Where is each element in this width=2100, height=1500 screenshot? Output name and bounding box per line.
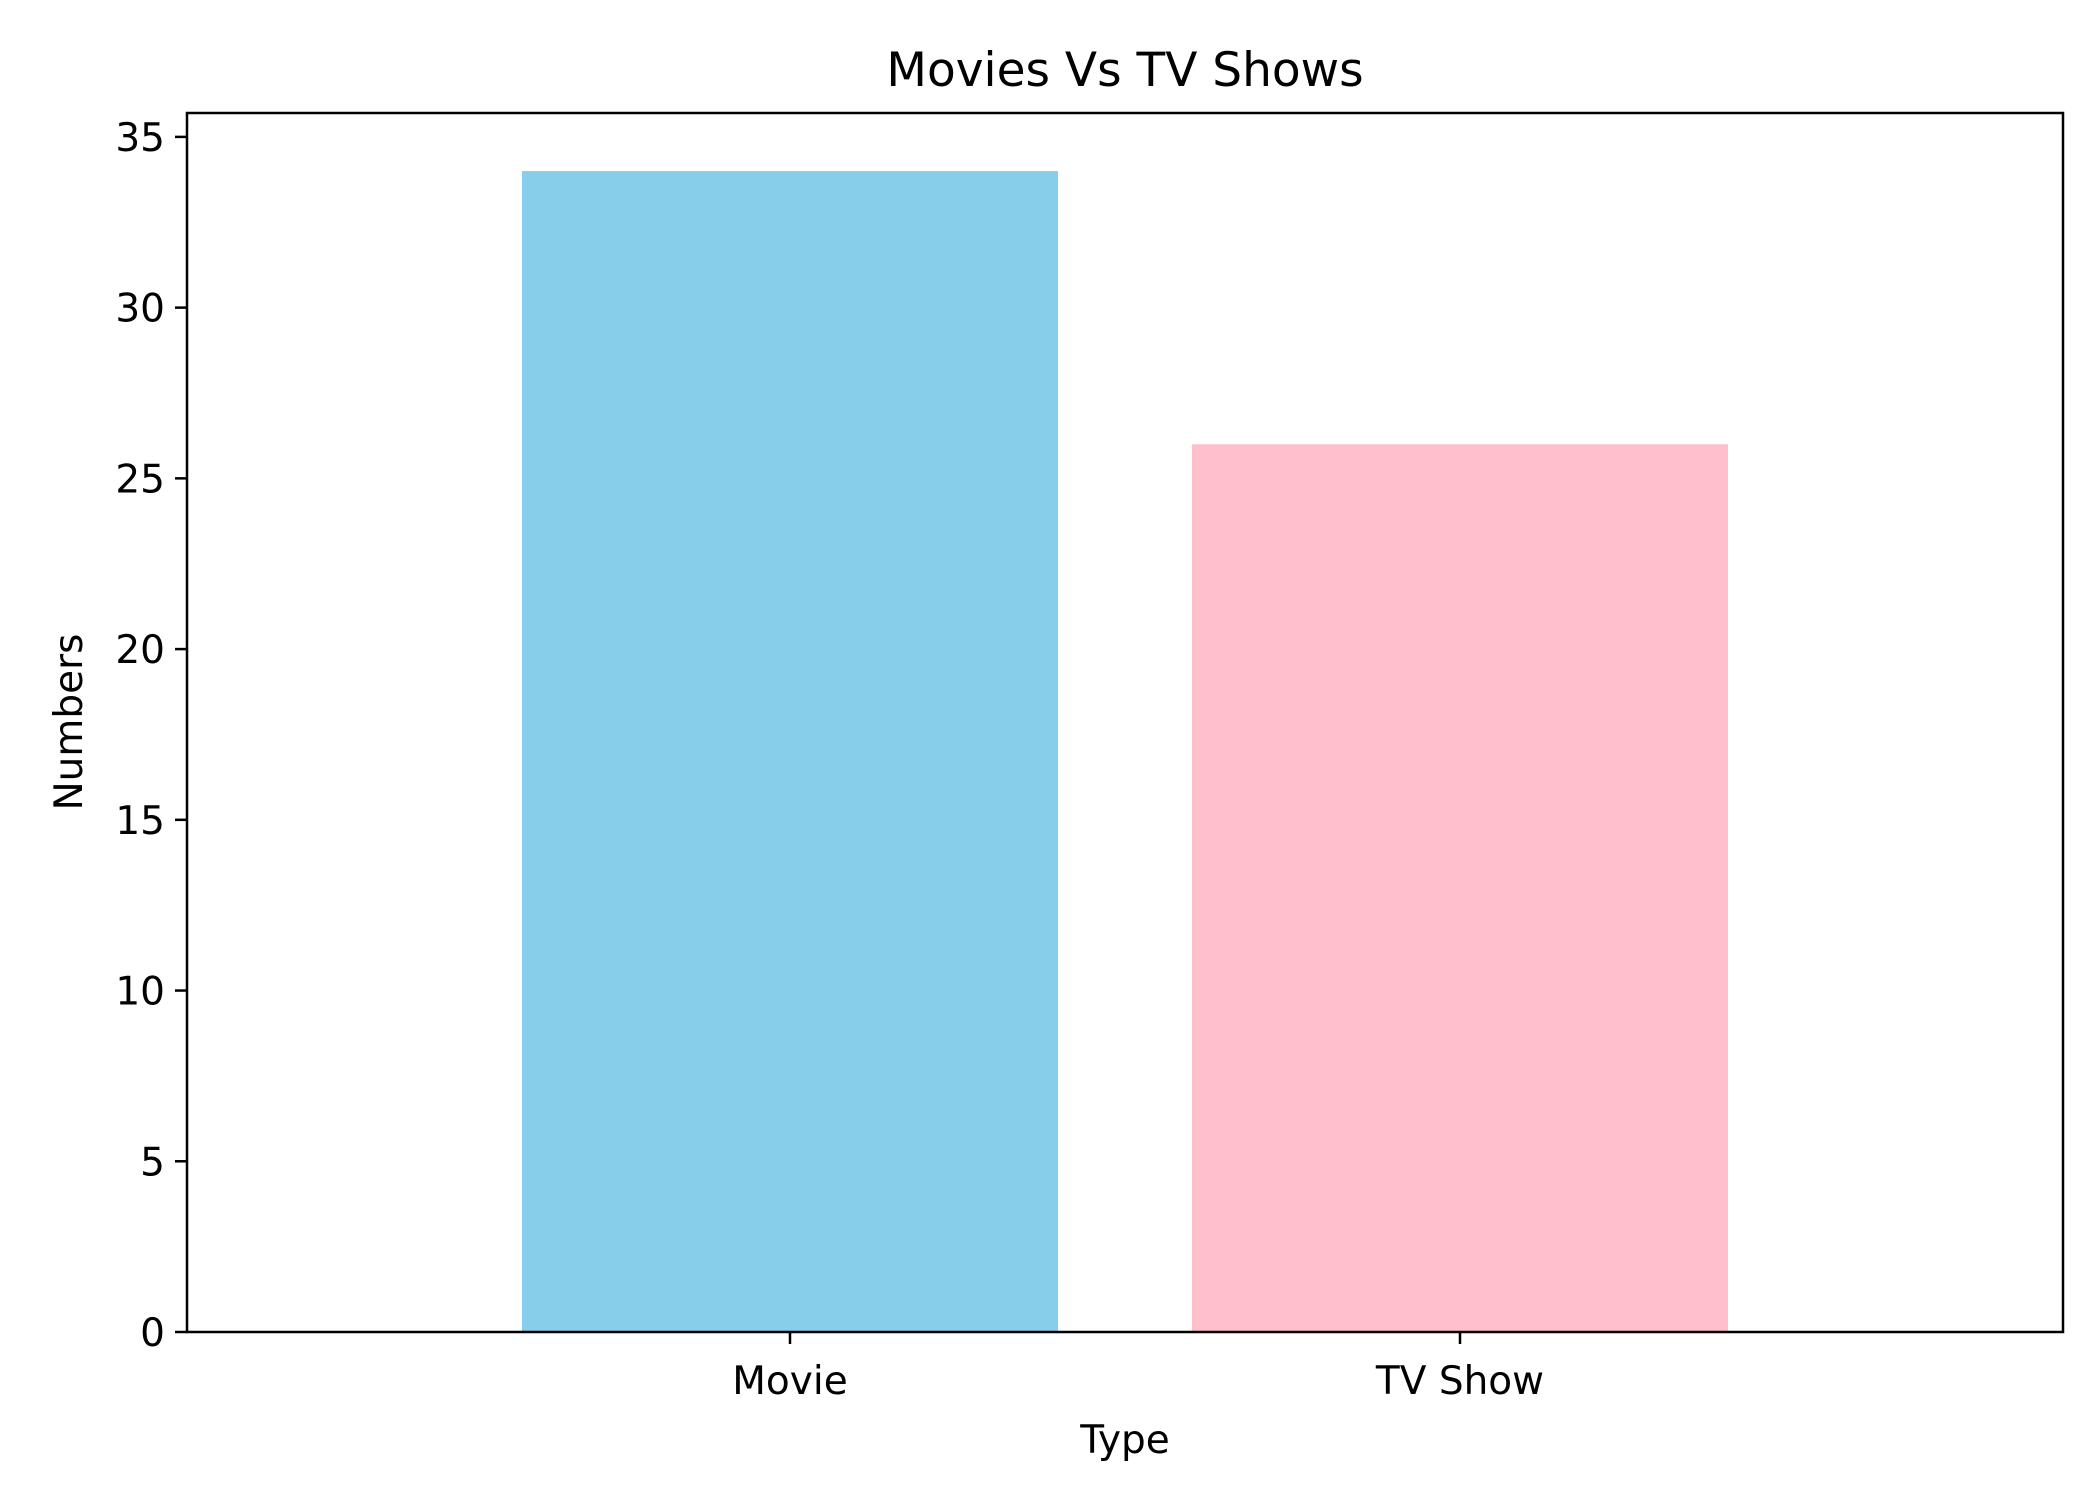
y-axis-label: Numbers xyxy=(47,634,92,811)
y-tick-label: 20 xyxy=(115,628,165,673)
y-tick-label: 30 xyxy=(115,287,165,332)
plot-frame xyxy=(185,111,2065,1334)
y-tick-label: 15 xyxy=(115,799,165,844)
bar-movie xyxy=(522,171,1058,1333)
y-axis: 0 5 10 15 20 25 30 35 xyxy=(115,116,187,1356)
y-tick-label: 35 xyxy=(115,116,165,161)
bars-group xyxy=(522,171,1728,1333)
chart-title: Movies Vs TV Shows xyxy=(886,43,1363,98)
x-axis-label: Type xyxy=(1079,1418,1170,1463)
x-axis: Movie TV Show xyxy=(732,1332,1544,1404)
x-tick-label: Movie xyxy=(732,1359,847,1404)
y-tick-label: 10 xyxy=(115,970,165,1015)
y-tick-label: 25 xyxy=(115,457,165,502)
y-tick-label: 5 xyxy=(140,1140,165,1185)
bar-tv-show xyxy=(1192,444,1728,1332)
x-tick-label: TV Show xyxy=(1375,1359,1544,1404)
y-tick-label: 0 xyxy=(140,1311,165,1356)
